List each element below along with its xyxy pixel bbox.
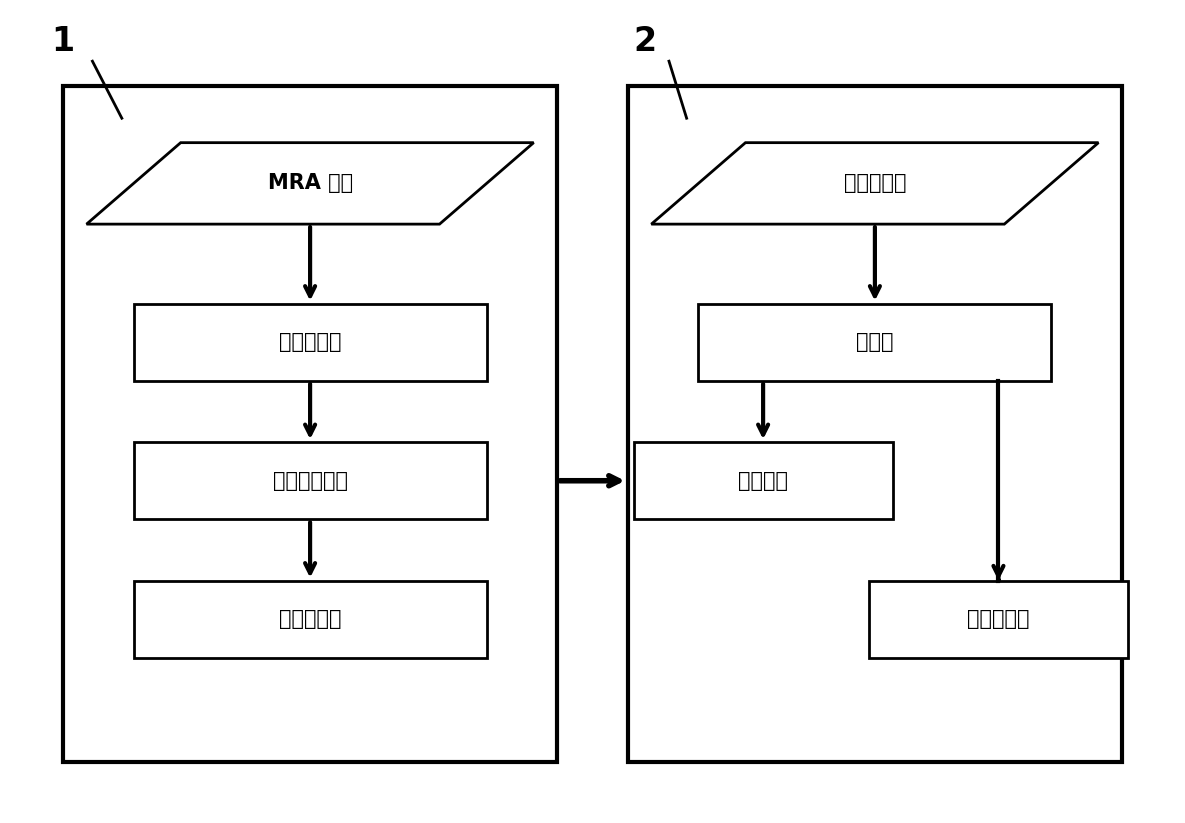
Text: 测地线: 测地线 bbox=[856, 332, 893, 352]
Bar bbox=[63, 86, 557, 762]
Bar bbox=[134, 580, 487, 658]
Text: 弯曲度度量: 弯曲度度量 bbox=[967, 609, 1030, 630]
Polygon shape bbox=[87, 142, 533, 224]
Text: 1: 1 bbox=[51, 25, 75, 58]
Bar bbox=[628, 86, 1122, 762]
Polygon shape bbox=[652, 142, 1098, 224]
Text: 脑血管分类: 脑血管分类 bbox=[278, 609, 341, 630]
Text: 表面数据重构: 表面数据重构 bbox=[273, 471, 347, 491]
Text: MRA 数据: MRA 数据 bbox=[268, 174, 353, 193]
Bar bbox=[134, 442, 487, 519]
Text: 长度度量: 长度度量 bbox=[738, 471, 788, 491]
Bar bbox=[869, 580, 1128, 658]
Text: 脑血管分割: 脑血管分割 bbox=[278, 332, 341, 352]
Text: 2: 2 bbox=[634, 25, 656, 58]
Bar bbox=[634, 442, 892, 519]
Bar bbox=[134, 304, 487, 381]
Text: 脑血管结构: 脑血管结构 bbox=[844, 174, 907, 193]
Bar bbox=[698, 304, 1051, 381]
